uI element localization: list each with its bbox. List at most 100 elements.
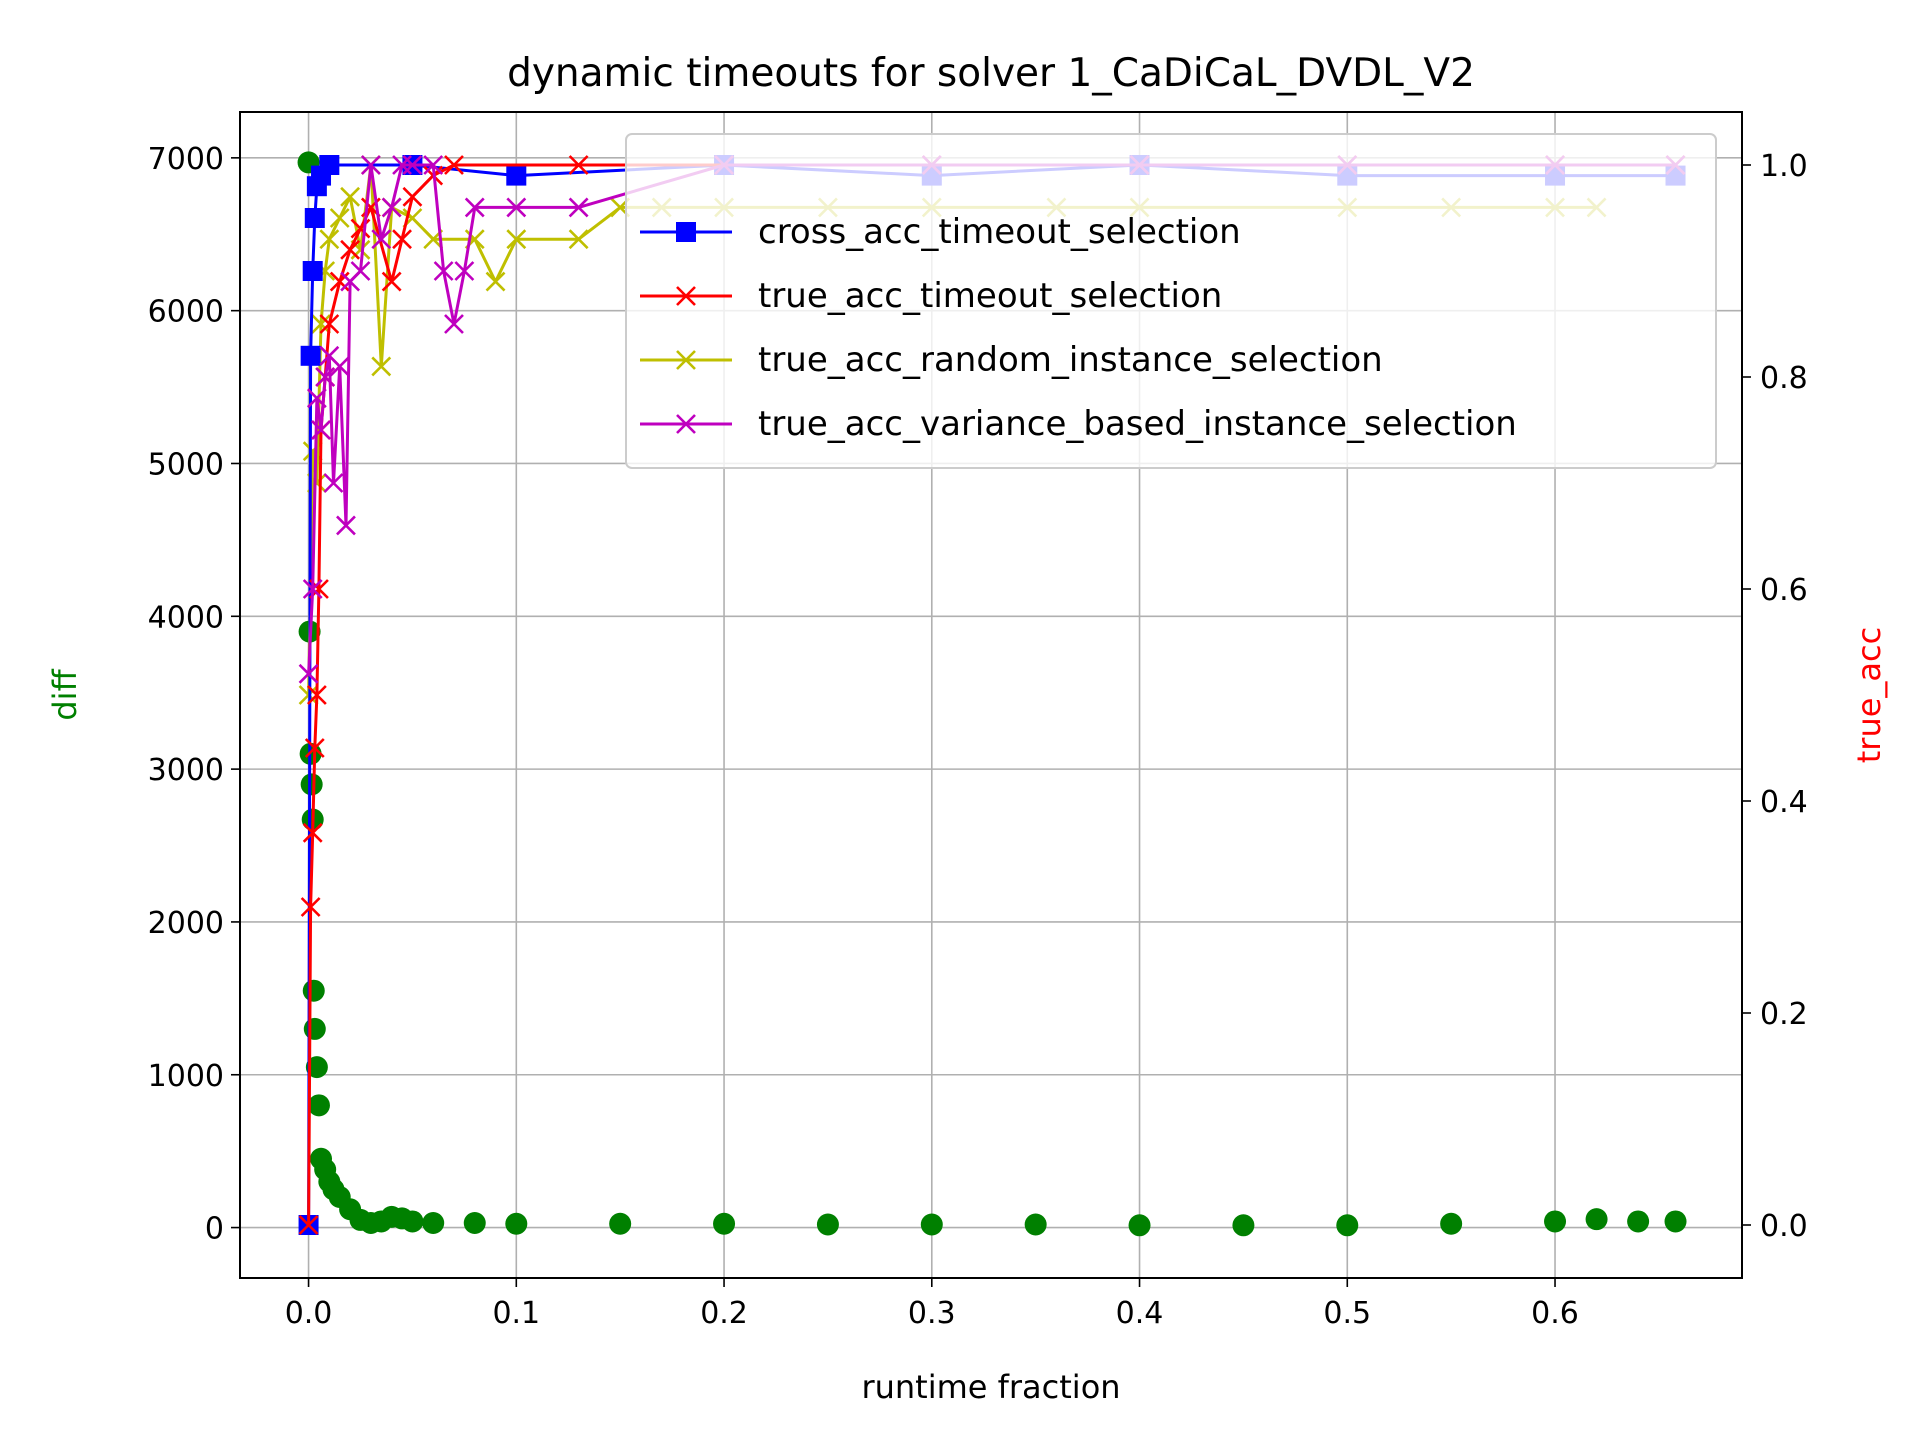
x-tick-label: 0.1 [492, 1296, 540, 1331]
data-point [568, 197, 589, 218]
data-point [676, 222, 696, 242]
data-point [676, 286, 696, 306]
y-right-tick-label: 0.0 [1760, 1209, 1808, 1244]
data-point [463, 1211, 486, 1234]
data-point [329, 356, 350, 377]
y-left-tick-label: 0 [205, 1212, 224, 1247]
legend-entry: cross_acc_timeout_selection [640, 212, 1241, 252]
y-left-tick-label: 7000 [148, 142, 224, 177]
chart-title: dynamic timeouts for solver 1_CaDiCaL_DV… [507, 51, 1475, 96]
x-axis-label: runtime fraction [861, 1368, 1120, 1406]
data-point [360, 155, 381, 175]
y-axis-left: 0 1000 2000 3000 4000 5000 6000 7000 [148, 142, 240, 1247]
data-point [319, 155, 340, 175]
data-point [306, 388, 327, 409]
y-right-tick-label: 0.6 [1760, 573, 1808, 608]
data-point [568, 155, 589, 175]
data-point [298, 663, 319, 684]
data-point [302, 441, 323, 462]
data-point [464, 197, 485, 218]
y-left-tick-label: 6000 [148, 295, 224, 330]
data-point [1024, 1213, 1047, 1236]
legend-label: true_acc_timeout_selection [758, 276, 1222, 316]
data-point [454, 261, 475, 281]
data-point [302, 822, 323, 843]
x-tick-label: 0.6 [1531, 1296, 1579, 1331]
x-axis: 0.0 0.1 0.2 0.3 0.4 0.5 0.6 [285, 1278, 1579, 1331]
y-right-tick-label: 0.2 [1760, 997, 1808, 1032]
data-point [371, 229, 392, 250]
y-axis-left-label: diff [46, 668, 84, 720]
data-point [676, 350, 696, 370]
data-point [1585, 1208, 1608, 1231]
data-point [506, 165, 527, 186]
data-point [920, 1213, 943, 1236]
data-point [311, 314, 331, 334]
y-left-tick-label: 2000 [148, 906, 224, 941]
data-point [381, 197, 402, 218]
data-point [323, 473, 344, 493]
y-right-tick-label: 0.4 [1760, 785, 1808, 820]
series-0 [297, 151, 1687, 1237]
y-axis-right-label: true_acc [1850, 627, 1888, 763]
data-point [1544, 1210, 1567, 1233]
x-tick-label: 0.2 [700, 1296, 748, 1331]
data-point [340, 186, 361, 207]
data-point [302, 261, 323, 281]
data-point [315, 367, 336, 387]
data-point [422, 1211, 445, 1234]
data-point [300, 773, 323, 796]
data-point [319, 314, 340, 334]
data-point [306, 685, 327, 705]
legend-label: cross_acc_timeout_selection [758, 212, 1241, 252]
data-point [444, 314, 464, 334]
data-point [433, 261, 454, 281]
data-point [713, 1212, 736, 1235]
data-point [298, 1215, 319, 1235]
legend-entry: true_acc_timeout_selection [640, 276, 1222, 316]
plot-frame [239, 111, 1743, 1279]
data-point [392, 229, 412, 250]
data-point [401, 1210, 424, 1233]
data-point [1336, 1214, 1359, 1237]
data-point [329, 208, 350, 228]
y-right-tick-label: 0.8 [1760, 361, 1808, 396]
data-point [506, 197, 527, 218]
data-point [402, 155, 423, 175]
data-point [340, 239, 361, 260]
data-point [609, 1212, 632, 1235]
x-tick-label: 0.0 [285, 1296, 333, 1331]
data-point [1440, 1212, 1463, 1235]
y-right-tick-label: 1.0 [1760, 149, 1808, 184]
data-point [319, 229, 340, 250]
data-point [300, 345, 321, 366]
data-point [444, 155, 464, 175]
data-point [816, 1213, 839, 1236]
legend-label: true_acc_variance_based_instance_selecti… [758, 404, 1517, 444]
data-point [304, 738, 325, 758]
data-point [1627, 1210, 1650, 1233]
data-point [402, 186, 423, 207]
y-left-tick-label: 1000 [148, 1059, 224, 1094]
y-left-tick-label: 4000 [148, 600, 224, 635]
data-point [307, 1094, 330, 1117]
data-point [1232, 1214, 1255, 1237]
data-point [371, 356, 392, 377]
data-point [568, 229, 589, 250]
data-point [311, 420, 331, 440]
x-tick-label: 0.5 [1323, 1296, 1371, 1331]
legend-entry: true_acc_random_instance_selection [640, 340, 1383, 380]
data-point [350, 261, 371, 281]
data-point [300, 897, 321, 917]
data-point [304, 208, 325, 228]
y-left-tick-label: 5000 [148, 447, 224, 482]
data-point [676, 414, 696, 434]
data-point [423, 155, 444, 175]
data-point [381, 271, 402, 292]
data-point [303, 1017, 326, 1040]
data-point [1664, 1210, 1687, 1233]
legend-box [625, 133, 1717, 469]
x-tick-label: 0.4 [1116, 1296, 1164, 1331]
legend-label: true_acc_random_instance_selection [758, 340, 1383, 380]
